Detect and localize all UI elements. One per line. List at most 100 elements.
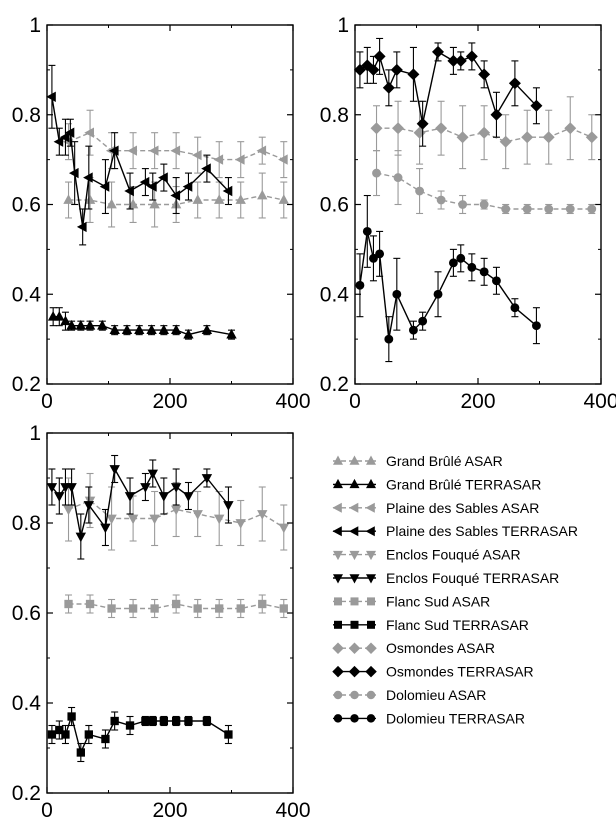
legend-entry: Dolomieu TERRASAR [333, 710, 525, 726]
data-point [109, 465, 120, 475]
legend-marker [333, 714, 343, 723]
y-tick-label: 0.2 [12, 373, 41, 396]
data-point [407, 68, 420, 81]
data-point [202, 716, 212, 726]
data-point [158, 324, 169, 334]
data-point [215, 604, 224, 613]
data-point [435, 122, 448, 135]
y-tick-label: 1 [29, 422, 41, 445]
data-point [60, 315, 71, 326]
data-point [84, 319, 96, 330]
legend-marker [366, 714, 376, 723]
legend-marker [350, 714, 359, 723]
data-point [372, 168, 381, 178]
data-point [84, 127, 94, 138]
data-point [47, 730, 57, 739]
data-point [85, 599, 95, 609]
data-point [149, 198, 160, 209]
data-point [587, 204, 597, 214]
data-point [66, 483, 77, 493]
legend-entry: Dolomieu ASAR [333, 687, 486, 703]
legend-marker [349, 478, 360, 489]
legend-marker [349, 550, 360, 561]
legend-marker [366, 690, 376, 700]
data-point [127, 145, 137, 156]
legend-marker [333, 574, 343, 584]
data-point [183, 328, 194, 339]
data-point [433, 289, 443, 299]
data-point [436, 195, 446, 205]
data-point [46, 91, 56, 102]
data-point [100, 523, 111, 534]
y-tick-label: 0.4 [12, 283, 42, 306]
data-point [418, 316, 428, 326]
data-point [184, 716, 193, 726]
data-point [392, 289, 402, 299]
data-point [235, 194, 246, 204]
legend-label: Flanc Sud TERRASAR [386, 617, 529, 633]
data-point [585, 131, 598, 144]
data-point [64, 599, 73, 609]
series-line [68, 499, 285, 529]
x-tick-label: 200 [460, 390, 495, 413]
data-point [127, 198, 139, 209]
y-tick-label: 0.4 [320, 283, 350, 306]
legend-label: Flanc Sud ASAR [386, 593, 490, 609]
x-tick-label: 400 [275, 799, 310, 822]
legend-label: Osmondes ASAR [386, 640, 495, 656]
data-point [465, 50, 478, 63]
legend-marker [348, 665, 361, 678]
data-point [171, 505, 182, 516]
data-point [171, 716, 181, 726]
data-point [64, 127, 75, 138]
data-point [362, 227, 372, 236]
data-point [355, 280, 365, 290]
x-tick-label: 0 [349, 390, 361, 413]
data-point [192, 194, 203, 204]
data-point [214, 514, 225, 525]
y-tick-label: 0.8 [12, 512, 41, 535]
data-point [53, 136, 64, 147]
legend-marker [334, 597, 342, 606]
series-line [51, 466, 229, 537]
x-tick-label: 200 [152, 799, 187, 822]
legend: Grand Brûlé ASAR Grand Brûlé TERRASAR Plai… [332, 453, 578, 726]
data-point [490, 108, 503, 121]
data-point [158, 172, 168, 183]
legend-label: Osmondes TERRASAR [386, 664, 534, 680]
data-point [393, 173, 403, 182]
data-point [478, 68, 491, 81]
chart-panel-top-right: 0.2 0.4 0.6 0.8 1 0 200 400 [320, 14, 616, 413]
legend-entry: Grand Brûlé ASAR [333, 453, 503, 469]
legend-marker [349, 455, 360, 465]
data-point [149, 514, 160, 525]
legend-marker [334, 620, 342, 629]
data-point [54, 492, 65, 502]
data-point [182, 181, 193, 192]
data-point [63, 505, 74, 516]
data-point [110, 716, 119, 726]
y-tick-label: 0.4 [12, 692, 42, 715]
data-point [222, 185, 233, 197]
data-point [223, 501, 234, 511]
data-point [415, 186, 424, 196]
data-point [236, 604, 245, 613]
data-point [478, 126, 491, 139]
legend-entry: Enclos Fouqué ASAR [333, 547, 521, 563]
data-point [150, 604, 159, 613]
legend-marker [366, 455, 376, 465]
legend-marker [333, 690, 343, 700]
data-point [375, 249, 385, 259]
legend-marker [365, 642, 377, 654]
data-point [69, 167, 79, 179]
chart-panel-top-left: 0.2 0.4 0.6 0.8 1 0 200 400 [12, 14, 311, 413]
data-point [278, 523, 289, 534]
data-point [124, 185, 134, 197]
legend-label: Dolomieu TERRASAR [386, 710, 525, 726]
legend-label: Enclos Fouqué TERRASAR [386, 570, 559, 586]
data-point [257, 189, 268, 200]
data-point [373, 50, 386, 63]
legend-entry: Flanc Sud TERRASAR [333, 617, 529, 633]
legend-marker [332, 526, 342, 537]
